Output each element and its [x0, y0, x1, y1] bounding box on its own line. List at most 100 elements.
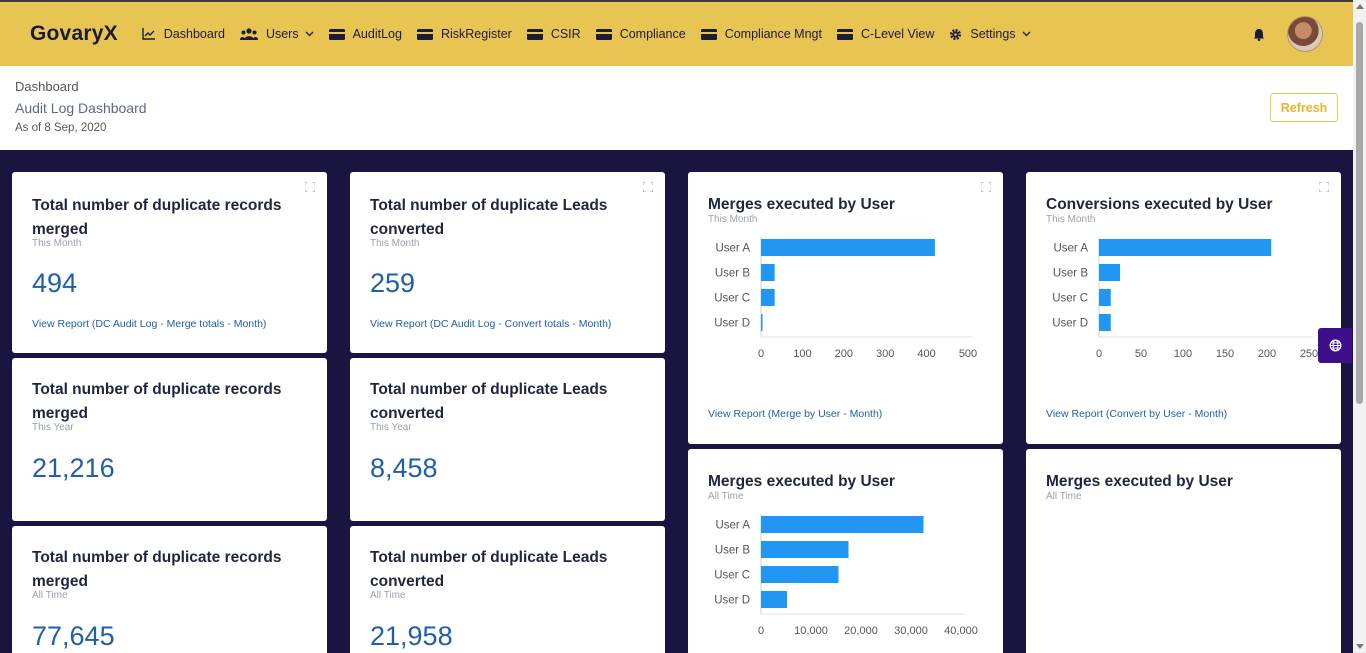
nav-compliance-mngt[interactable]: Compliance Mngt [700, 27, 822, 41]
chart-title: Merges executed by User [708, 473, 895, 490]
chart-card-merges-month: Merges executed by User This Month User … [688, 172, 1003, 444]
nav-users-label: Users [265, 27, 299, 41]
stat-period: This Year [32, 422, 74, 433]
nav-c-level-view-label: C-Level View [860, 27, 935, 41]
nav-auditlog[interactable]: AuditLog [328, 27, 402, 41]
category-label: User B [715, 268, 750, 280]
bar-user-b[interactable] [761, 264, 775, 281]
stat-period: This Year [370, 422, 412, 433]
bar-user-d[interactable] [761, 314, 763, 331]
view-report-link[interactable]: View Report (DC Audit Log - Convert tota… [370, 318, 612, 330]
category-label: User D [714, 595, 750, 607]
chart-period: All Time [708, 491, 744, 502]
tick-label: 300 [876, 348, 894, 360]
tick-label: 250 [1300, 348, 1318, 360]
scroll-thumb[interactable] [1356, 22, 1363, 404]
stat-card-merged-month: Total number of duplicate records merged… [12, 172, 327, 353]
bar-user-a[interactable] [1099, 239, 1272, 256]
nav-users[interactable]: Users [239, 27, 314, 41]
category-label: User D [714, 318, 750, 330]
scroll-down-arrow[interactable] [1356, 644, 1364, 649]
stat-title: Total number of duplicate records merged… [32, 378, 292, 433]
tick-label: 400 [917, 348, 935, 360]
tick-label: 200 [835, 348, 853, 360]
tick-label: 100 [1174, 348, 1192, 360]
tick-label: 30,000 [894, 625, 928, 637]
category-label: User C [714, 570, 750, 582]
view-report-link[interactable]: View Report (DC Audit Log - Merge totals… [32, 318, 267, 330]
breadcrumb[interactable]: Dashboard [15, 79, 79, 94]
stat-card-converted-month: Total number of duplicate Leads converte… [350, 172, 665, 353]
category-label: User A [1053, 243, 1088, 255]
expand-icon[interactable] [305, 182, 315, 192]
category-label: User C [1052, 293, 1088, 305]
bar-user-c[interactable] [761, 566, 839, 583]
bar-user-a[interactable] [761, 239, 935, 256]
nav-c-level-view[interactable]: C-Level View [836, 27, 935, 41]
stat-card-converted-year: Total number of duplicate Leads converte… [350, 358, 665, 521]
chart-period: This Month [708, 214, 758, 225]
stat-title: Total number of duplicate Leads converte… [370, 378, 630, 433]
bar-user-c[interactable] [761, 289, 775, 306]
page-scrollbar[interactable] [1353, 0, 1366, 653]
chart-title: Conversions executed by User [1046, 196, 1273, 213]
line-chart-icon [142, 28, 155, 40]
tick-label: 500 [959, 348, 977, 360]
card-icon [526, 28, 543, 40]
bar-user-b[interactable] [1099, 264, 1120, 281]
expand-icon[interactable] [981, 182, 991, 192]
expand-icon[interactable] [643, 182, 653, 192]
avatar[interactable] [1287, 16, 1323, 52]
view-report-link[interactable]: View Report (Merge by User - Month) [708, 408, 883, 420]
card-icon [416, 28, 433, 40]
bar-user-c[interactable] [1099, 289, 1111, 306]
chart-title: Merges executed by User [1046, 473, 1233, 490]
expand-icon[interactable] [1319, 182, 1329, 192]
stat-value: 259 [370, 268, 416, 298]
stat-title-text: Total number of duplicate records merged [32, 381, 282, 422]
top-navbar: GovaryX Dashboard Users AuditLog RiskReg… [0, 0, 1353, 66]
tick-label: 0 [1096, 348, 1102, 360]
page-title: Audit Log Dashboard [15, 100, 147, 116]
nav-settings[interactable]: Settings [949, 27, 1031, 41]
nav-riskregister[interactable]: RiskRegister [416, 27, 512, 41]
stat-card-merged-all: Total number of duplicate records merged… [12, 526, 327, 653]
view-report-link[interactable]: View Report (Convert by User - Month) [1046, 408, 1228, 420]
category-label: User A [715, 243, 750, 255]
tick-label: 0 [758, 348, 764, 360]
chart-title: Merges executed by User [708, 196, 895, 213]
category-label: User D [1052, 318, 1088, 330]
nav-compliance-label: Compliance [619, 27, 686, 41]
category-label: User B [715, 545, 750, 557]
stat-card-merged-year: Total number of duplicate records merged… [12, 358, 327, 521]
globe-icon [1329, 339, 1341, 352]
nav-csir[interactable]: CSIR [526, 27, 581, 41]
bar-user-a[interactable] [761, 516, 924, 533]
bell-icon[interactable] [1253, 28, 1265, 41]
bar-user-d[interactable] [761, 591, 787, 608]
tick-label: 0 [758, 625, 764, 637]
chart-card-conversions-month: Conversions executed by User This Month … [1026, 172, 1341, 444]
tick-label: 100 [793, 348, 811, 360]
chart-period: This Month [1046, 214, 1096, 225]
tick-label: 50 [1135, 348, 1147, 360]
nav-dashboard[interactable]: Dashboard [142, 27, 225, 41]
bar-user-d[interactable] [1099, 314, 1111, 331]
nav-compliance[interactable]: Compliance [595, 27, 686, 41]
chart-card-merges-all-empty: Merges executed by User All Time [1026, 449, 1341, 653]
users-icon [239, 28, 258, 40]
stat-title-text: Total number of duplicate Leads converte… [370, 549, 608, 590]
nav-dashboard-label: Dashboard [163, 27, 225, 41]
stat-title: Total number of duplicate Leads converte… [370, 546, 630, 601]
card-icon [328, 28, 345, 40]
brand-logo[interactable]: GovaryX [30, 22, 118, 45]
bar-chart-conversions-month: User A User B User C User D 0 50 100 150 200 250 [1052, 237, 1318, 360]
floating-settings-button[interactable] [1318, 328, 1352, 363]
as-of-date: As of 8 Sep, 2020 [15, 122, 107, 134]
scroll-up-arrow[interactable] [1356, 4, 1364, 9]
stat-period: All Time [370, 590, 406, 601]
stat-value: 21,216 [32, 453, 115, 483]
bar-user-b[interactable] [761, 541, 849, 558]
refresh-button[interactable]: Refresh [1270, 93, 1338, 122]
